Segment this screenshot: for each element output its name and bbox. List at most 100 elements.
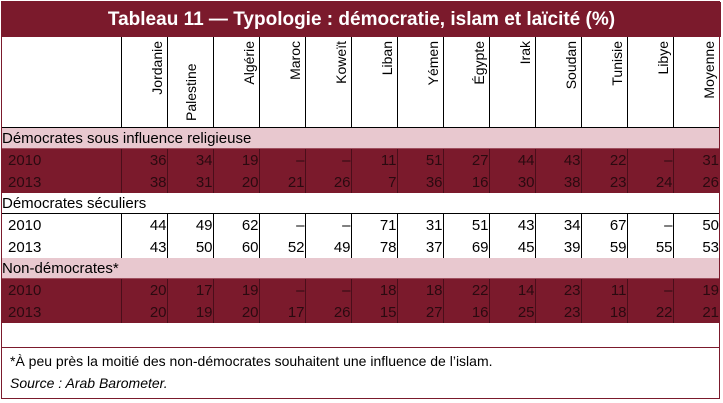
value-cell: 26	[672, 171, 719, 193]
value-cell: 39	[534, 236, 581, 258]
value-cell: 20	[120, 278, 167, 301]
value-cell: 43	[534, 148, 581, 171]
value-cell: –	[626, 148, 673, 171]
table-row: 2013 43 50 60 52 49 78 37 69 45 39 59 55 53	[2, 236, 719, 258]
value-cell: 44	[120, 213, 167, 236]
column-header: Irak	[489, 37, 536, 128]
value-cell: 38	[120, 171, 167, 193]
column-header: Yémen	[397, 37, 444, 128]
value-cell: –	[626, 213, 673, 236]
year-cell: 2013	[2, 236, 121, 258]
value-cell: 59	[580, 236, 627, 258]
value-cell: 27	[442, 148, 489, 171]
value-cell: 34	[534, 213, 581, 236]
value-cell: 49	[304, 236, 351, 258]
section-header-row: Démocrates sous influence religieuse	[2, 127, 719, 149]
value-cell: 51	[396, 148, 443, 171]
table-row: 2010 36 34 19– –11 51 27 44 43 22–31	[2, 148, 719, 171]
value-cell: 31	[166, 171, 213, 193]
value-cell: 27	[396, 301, 443, 323]
value-cell: 23	[534, 301, 581, 323]
value-cell: 18	[396, 278, 443, 301]
value-cell: 22	[626, 301, 673, 323]
column-header-label: Koweït	[332, 41, 349, 84]
value-cell: 50	[166, 236, 213, 258]
table-row: 2010 20 17 19– –18 18 22 14 23 11–19	[2, 278, 719, 301]
data-table: Jordanie Palestine Algérie Maroc Koweït Liban…	[2, 37, 719, 323]
value-cell: 19	[212, 278, 259, 301]
section-header-row: Non-démocrates*	[2, 258, 719, 279]
section-label: Démocrates séculiers	[2, 193, 719, 214]
column-header: Soudan	[535, 37, 582, 128]
column-header-label: Moyenne	[701, 41, 717, 99]
value-cell: –	[304, 213, 351, 236]
value-cell: 20	[212, 301, 259, 323]
value-cell: 26	[304, 171, 351, 193]
value-cell: 16	[442, 171, 489, 193]
value-cell: 51	[442, 213, 489, 236]
value-cell: 19	[212, 148, 259, 171]
column-header-label: Tunisie	[608, 41, 625, 86]
column-header-label: Algérie	[240, 41, 257, 85]
source-note: Source : Arab Barometer.	[10, 375, 168, 391]
year-cell: 2013	[2, 171, 121, 193]
column-header-label: Jordanie	[148, 41, 165, 95]
value-cell: 17	[258, 301, 305, 323]
column-header: Liban	[351, 37, 398, 128]
value-cell: –	[258, 148, 305, 171]
column-header: Palestine	[167, 37, 214, 128]
value-cell: 69	[442, 236, 489, 258]
value-cell: 31	[396, 213, 443, 236]
value-cell: 31	[672, 148, 719, 171]
value-cell: 67	[580, 213, 627, 236]
value-cell: 21	[258, 171, 305, 193]
column-header-label: Égypte	[470, 41, 487, 85]
table-row: 2013 38 31 20 21 26 7 36 16 30 38 23 24 26	[2, 171, 719, 193]
year-cell: 2010	[2, 278, 121, 301]
section-label: Non-démocrates*	[2, 258, 719, 279]
value-cell: 43	[120, 236, 167, 258]
column-header-label: Palestine	[182, 63, 199, 121]
column-header: Jordanie	[121, 37, 168, 128]
value-cell: 22	[442, 278, 489, 301]
value-cell: 36	[120, 148, 167, 171]
value-cell: 43	[488, 213, 535, 236]
value-cell: 52	[258, 236, 305, 258]
value-cell: 15	[350, 301, 397, 323]
value-cell: 36	[396, 171, 443, 193]
value-cell: 7	[350, 171, 397, 193]
value-cell: –	[304, 278, 351, 301]
value-cell: 62	[212, 213, 259, 236]
value-cell: 11	[350, 148, 397, 171]
table-row: 2010 44 49 62– –71 31 51 43 34 67–50	[2, 213, 719, 236]
header-corner	[2, 37, 122, 128]
value-cell: 49	[166, 213, 213, 236]
value-cell: 14	[488, 278, 535, 301]
column-header: Maroc	[259, 37, 306, 128]
value-cell: 44	[488, 148, 535, 171]
value-cell: 17	[166, 278, 213, 301]
value-cell: 45	[488, 236, 535, 258]
value-cell: 71	[350, 213, 397, 236]
section-label: Démocrates sous influence religieuse	[2, 127, 719, 149]
value-cell: 38	[534, 171, 581, 193]
column-header: Tunisie	[581, 37, 628, 128]
column-header-label: Soudan	[562, 41, 579, 90]
value-cell: 60	[212, 236, 259, 258]
value-cell: 53	[672, 236, 719, 258]
value-cell: 19	[672, 278, 719, 301]
column-header: Libye	[627, 37, 674, 128]
column-header-label: Yémen	[424, 41, 441, 86]
column-header: Algérie	[213, 37, 260, 128]
value-cell: 34	[166, 148, 213, 171]
value-cell: 23	[534, 278, 581, 301]
year-cell: 2010	[2, 148, 121, 171]
value-cell: 21	[672, 301, 719, 323]
value-cell: 22	[580, 148, 627, 171]
value-cell: 78	[350, 236, 397, 258]
column-header-label: Libye	[654, 41, 671, 75]
column-header: Moyenne	[673, 37, 719, 128]
value-cell: 25	[488, 301, 535, 323]
column-header: Koweït	[305, 37, 352, 128]
